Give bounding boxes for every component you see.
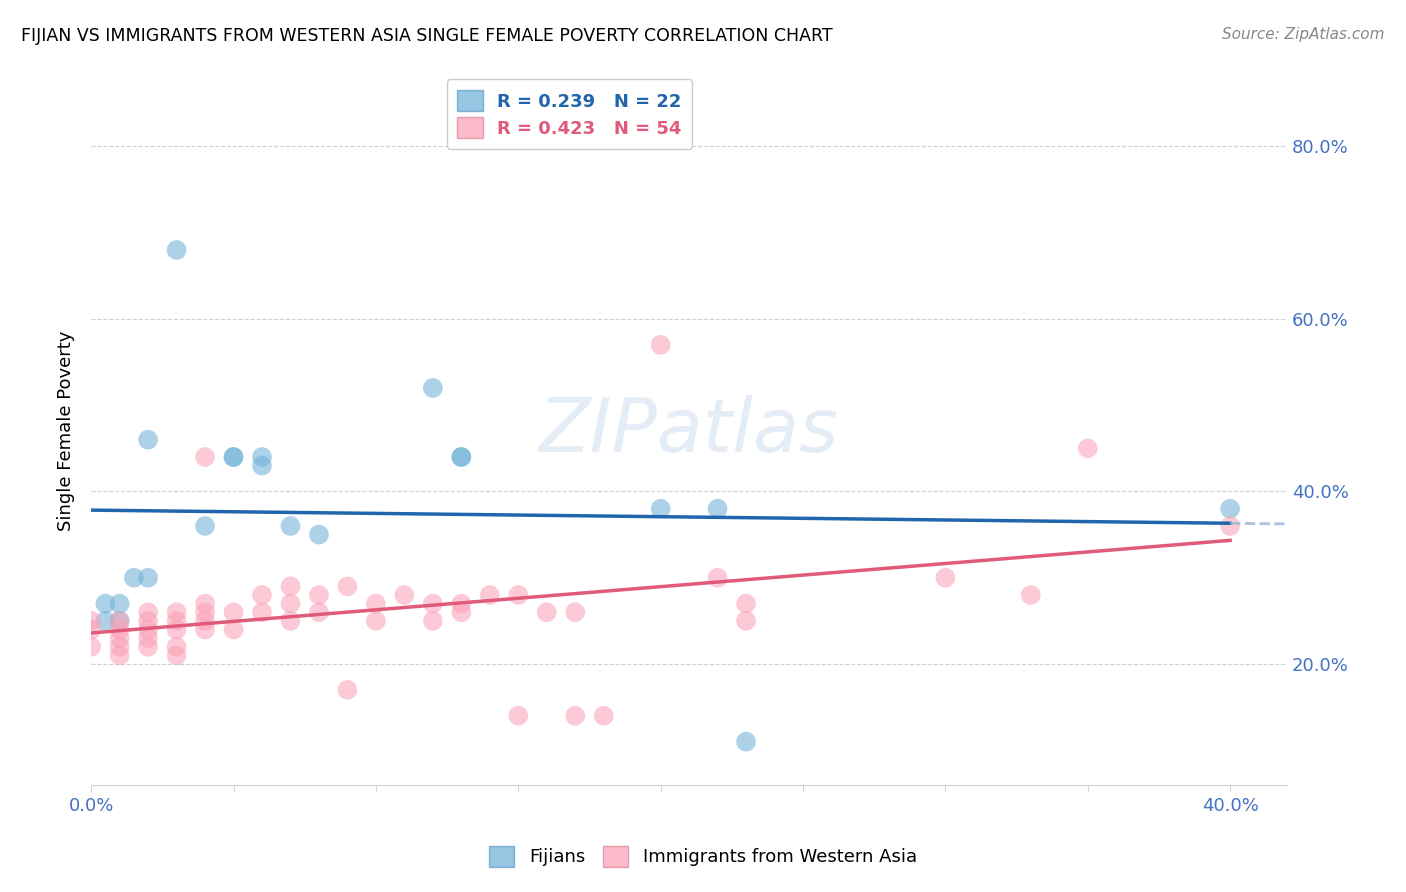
Point — [735, 597, 758, 611]
Point — [222, 450, 245, 464]
Point — [194, 450, 217, 464]
Point — [222, 450, 245, 464]
Point — [706, 501, 728, 516]
Point — [564, 708, 586, 723]
Point — [222, 605, 245, 619]
Point — [1077, 442, 1099, 456]
Point — [422, 614, 444, 628]
Point — [108, 614, 131, 628]
Point — [80, 623, 103, 637]
Point — [108, 614, 131, 628]
Point — [508, 588, 530, 602]
Point — [450, 605, 472, 619]
Point — [336, 579, 359, 593]
Point — [250, 458, 273, 473]
Point — [250, 450, 273, 464]
Point — [735, 734, 758, 748]
Point — [136, 605, 159, 619]
Point — [422, 381, 444, 395]
Point — [250, 588, 273, 602]
Point — [650, 501, 672, 516]
Point — [108, 597, 131, 611]
Point — [108, 623, 131, 637]
Point — [108, 648, 131, 663]
Point — [706, 571, 728, 585]
Text: ZIPatlas: ZIPatlas — [538, 395, 839, 467]
Point — [478, 588, 501, 602]
Point — [108, 640, 131, 654]
Point — [166, 614, 188, 628]
Point — [450, 450, 472, 464]
Point — [136, 631, 159, 645]
Point — [1219, 519, 1241, 533]
Point — [1219, 501, 1241, 516]
Point — [450, 450, 472, 464]
Point — [166, 623, 188, 637]
Legend: Fijians, Immigrants from Western Asia: Fijians, Immigrants from Western Asia — [482, 838, 924, 874]
Point — [166, 605, 188, 619]
Point — [136, 640, 159, 654]
Point — [80, 640, 103, 654]
Point — [308, 588, 330, 602]
Point — [650, 338, 672, 352]
Point — [308, 527, 330, 541]
Y-axis label: Single Female Poverty: Single Female Poverty — [58, 331, 75, 532]
Point — [94, 614, 117, 628]
Point — [80, 614, 103, 628]
Point — [108, 631, 131, 645]
Point — [280, 614, 302, 628]
Point — [194, 605, 217, 619]
Point — [592, 708, 614, 723]
Point — [222, 623, 245, 637]
Point — [194, 623, 217, 637]
Point — [364, 597, 387, 611]
Point — [136, 571, 159, 585]
Point — [194, 597, 217, 611]
Point — [564, 605, 586, 619]
Point — [508, 708, 530, 723]
Point — [536, 605, 558, 619]
Point — [280, 597, 302, 611]
Point — [422, 597, 444, 611]
Point — [280, 519, 302, 533]
Point — [166, 648, 188, 663]
Text: Source: ZipAtlas.com: Source: ZipAtlas.com — [1222, 27, 1385, 42]
Point — [194, 614, 217, 628]
Point — [166, 640, 188, 654]
Point — [336, 682, 359, 697]
Point — [94, 597, 117, 611]
Point — [364, 614, 387, 628]
Point — [136, 623, 159, 637]
Point — [194, 519, 217, 533]
Point — [166, 243, 188, 257]
Point — [280, 579, 302, 593]
Text: FIJIAN VS IMMIGRANTS FROM WESTERN ASIA SINGLE FEMALE POVERTY CORRELATION CHART: FIJIAN VS IMMIGRANTS FROM WESTERN ASIA S… — [21, 27, 832, 45]
Point — [136, 614, 159, 628]
Point — [136, 433, 159, 447]
Point — [122, 571, 145, 585]
Legend: R = 0.239   N = 22, R = 0.423   N = 54: R = 0.239 N = 22, R = 0.423 N = 54 — [447, 79, 692, 149]
Point — [250, 605, 273, 619]
Point — [934, 571, 956, 585]
Point — [450, 597, 472, 611]
Point — [735, 614, 758, 628]
Point — [394, 588, 416, 602]
Point — [1019, 588, 1042, 602]
Point — [308, 605, 330, 619]
